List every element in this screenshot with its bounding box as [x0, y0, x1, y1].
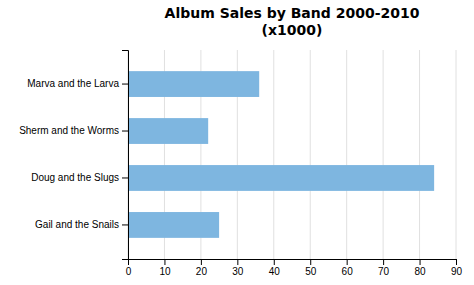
tick-label: Doug and the Slugs	[31, 172, 119, 183]
tick-label: 0	[126, 266, 132, 277]
tick-label: 60	[342, 266, 354, 277]
tick: 30	[232, 259, 244, 277]
tick-mark	[274, 259, 275, 265]
tick: 70	[378, 259, 390, 277]
tick-mark	[383, 259, 384, 265]
grid-line	[310, 50, 311, 259]
bar	[128, 118, 208, 144]
tick-mark	[122, 84, 128, 85]
bars	[128, 71, 434, 238]
tick: 10	[159, 259, 171, 277]
tick-mark	[420, 259, 421, 265]
tick: Gail and the Snails	[35, 219, 128, 230]
bar	[128, 71, 259, 97]
tick-label: 70	[378, 266, 390, 277]
tick-label: 90	[451, 266, 463, 277]
tick: 40	[269, 259, 281, 277]
y-axis: Gail and the Snails Doug and the Slugs She…	[19, 51, 128, 260]
axis-line	[129, 260, 457, 266]
grid-line	[273, 50, 274, 259]
tick-mark	[122, 224, 128, 225]
tick: Doug and the Slugs	[31, 172, 128, 183]
tick-mark	[122, 131, 128, 132]
tick-label: 40	[269, 266, 281, 277]
tick-mark	[237, 259, 238, 265]
tick-label: Marva and the Larva	[27, 78, 119, 89]
tick-label: Gail and the Snails	[35, 219, 119, 230]
tick: Sherm and the Worms	[19, 125, 128, 136]
tick-mark	[456, 259, 457, 265]
tick-label: 50	[305, 266, 317, 277]
bar	[128, 165, 434, 191]
tick-label: Sherm and the Worms	[19, 125, 119, 136]
tick-mark	[201, 259, 202, 265]
tick: Marva and the Larva	[27, 78, 128, 89]
tick: 80	[414, 259, 426, 277]
tick-label: 30	[232, 266, 244, 277]
tick-mark	[122, 177, 128, 178]
grid-line	[346, 50, 347, 259]
tick: 20	[196, 259, 208, 277]
tick-mark	[347, 259, 348, 265]
grid-line	[383, 50, 384, 259]
tick-label: 20	[196, 266, 208, 277]
tick: 0	[126, 259, 132, 277]
grid-line	[419, 50, 420, 259]
tick-label: 10	[159, 266, 171, 277]
tick: 60	[342, 259, 354, 277]
tick-mark	[164, 259, 165, 265]
tick: 50	[305, 259, 317, 277]
plot-area: 0 10 20 30 40 50 60 70 80 90 Gail and the Snails Do…	[19, 50, 462, 277]
grid-line	[456, 50, 457, 259]
tick-mark	[310, 259, 311, 265]
axis-line	[122, 51, 129, 260]
tick: 90	[451, 259, 463, 277]
grid	[128, 50, 456, 259]
tick-label: 80	[414, 266, 426, 277]
x-axis: 0 10 20 30 40 50 60 70 80 90	[126, 259, 463, 277]
chart: 0 10 20 30 40 50 60 70 80 90 Gail and the Snails Do…	[0, 0, 474, 285]
title: Album Sales by Band 2000-2010(x1000)	[165, 5, 420, 38]
bar	[128, 212, 219, 238]
